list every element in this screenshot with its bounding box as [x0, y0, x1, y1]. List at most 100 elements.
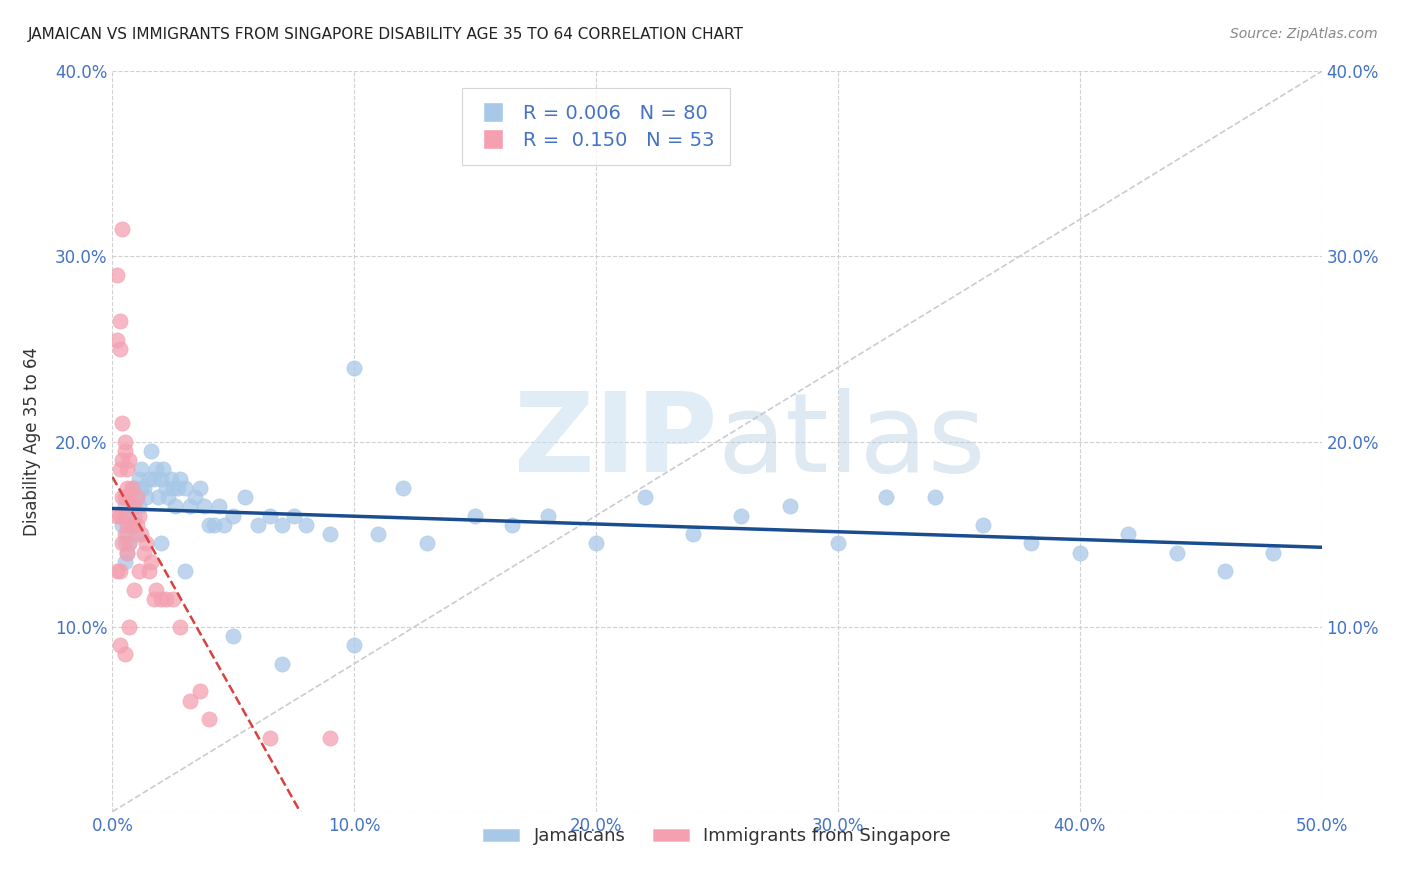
Text: JAMAICAN VS IMMIGRANTS FROM SINGAPORE DISABILITY AGE 35 TO 64 CORRELATION CHART: JAMAICAN VS IMMIGRANTS FROM SINGAPORE DI…: [28, 27, 744, 42]
Point: [343, 360, 366, 375]
Point: [105, 333, 128, 347]
Point: [145, 462, 167, 476]
Point: [319, 731, 342, 745]
Point: [188, 481, 211, 495]
Point: [155, 481, 177, 495]
Point: [118, 490, 141, 504]
Point: [924, 490, 946, 504]
Point: [121, 481, 143, 495]
Point: [111, 490, 134, 504]
Point: [972, 517, 994, 532]
Point: [108, 508, 131, 523]
Point: [105, 508, 128, 523]
Point: [128, 472, 150, 486]
Point: [585, 536, 607, 550]
Point: [169, 619, 191, 633]
Point: [121, 517, 143, 532]
Point: [162, 591, 184, 606]
Point: [122, 481, 145, 495]
Point: [135, 490, 157, 504]
Point: [682, 527, 704, 541]
Point: [222, 508, 245, 523]
Point: [165, 500, 187, 514]
Point: [115, 462, 138, 476]
Point: [208, 500, 231, 514]
Point: [259, 731, 281, 745]
Point: [138, 472, 160, 486]
Text: ZIP: ZIP: [513, 388, 717, 495]
Point: [128, 500, 150, 514]
Point: [122, 582, 145, 597]
Text: Source: ZipAtlas.com: Source: ZipAtlas.com: [1230, 27, 1378, 41]
Point: [114, 527, 136, 541]
Point: [149, 591, 172, 606]
Point: [132, 481, 155, 495]
Point: [141, 443, 163, 458]
Point: [114, 648, 136, 662]
Point: [108, 314, 131, 328]
Point: [114, 443, 136, 458]
Point: [142, 591, 165, 606]
Point: [152, 462, 174, 476]
Point: [118, 536, 141, 550]
Point: [157, 490, 180, 504]
Point: [125, 490, 148, 504]
Point: [108, 462, 131, 476]
Point: [367, 527, 389, 541]
Text: atlas: atlas: [717, 388, 986, 495]
Point: [148, 490, 170, 504]
Point: [108, 564, 131, 578]
Point: [166, 481, 188, 495]
Point: [235, 490, 257, 504]
Point: [125, 490, 148, 504]
Point: [115, 517, 138, 532]
Point: [111, 416, 134, 430]
Point: [295, 517, 318, 532]
Point: [118, 490, 141, 504]
Point: [108, 342, 131, 356]
Point: [122, 508, 145, 523]
Point: [118, 517, 141, 532]
Point: [159, 472, 181, 486]
Point: [115, 527, 138, 541]
Point: [131, 462, 153, 476]
Point: [779, 500, 801, 514]
Point: [501, 517, 523, 532]
Point: [108, 638, 131, 652]
Point: [193, 500, 215, 514]
Point: [259, 508, 281, 523]
Point: [138, 564, 160, 578]
Point: [270, 517, 292, 532]
Point: [135, 536, 157, 550]
Point: [111, 221, 134, 235]
Point: [132, 545, 155, 560]
Point: [149, 536, 172, 550]
Point: [114, 508, 136, 523]
Point: [111, 453, 134, 467]
Point: [198, 517, 221, 532]
Point: [105, 268, 128, 282]
Point: [114, 434, 136, 449]
Point: [131, 527, 153, 541]
Point: [633, 490, 655, 504]
Point: [131, 481, 153, 495]
Point: [174, 481, 197, 495]
Point: [730, 508, 752, 523]
Point: [283, 508, 305, 523]
Point: [128, 508, 150, 523]
Point: [174, 564, 197, 578]
Point: [222, 629, 245, 643]
Point: [128, 564, 150, 578]
Point: [202, 517, 225, 532]
Point: [122, 500, 145, 514]
Point: [118, 619, 141, 633]
Point: [319, 527, 342, 541]
Point: [179, 694, 201, 708]
Point: [246, 517, 269, 532]
Point: [115, 545, 138, 560]
Point: [118, 536, 141, 550]
Point: [114, 490, 136, 504]
Point: [198, 712, 221, 726]
Point: [155, 591, 177, 606]
Point: [114, 500, 136, 514]
